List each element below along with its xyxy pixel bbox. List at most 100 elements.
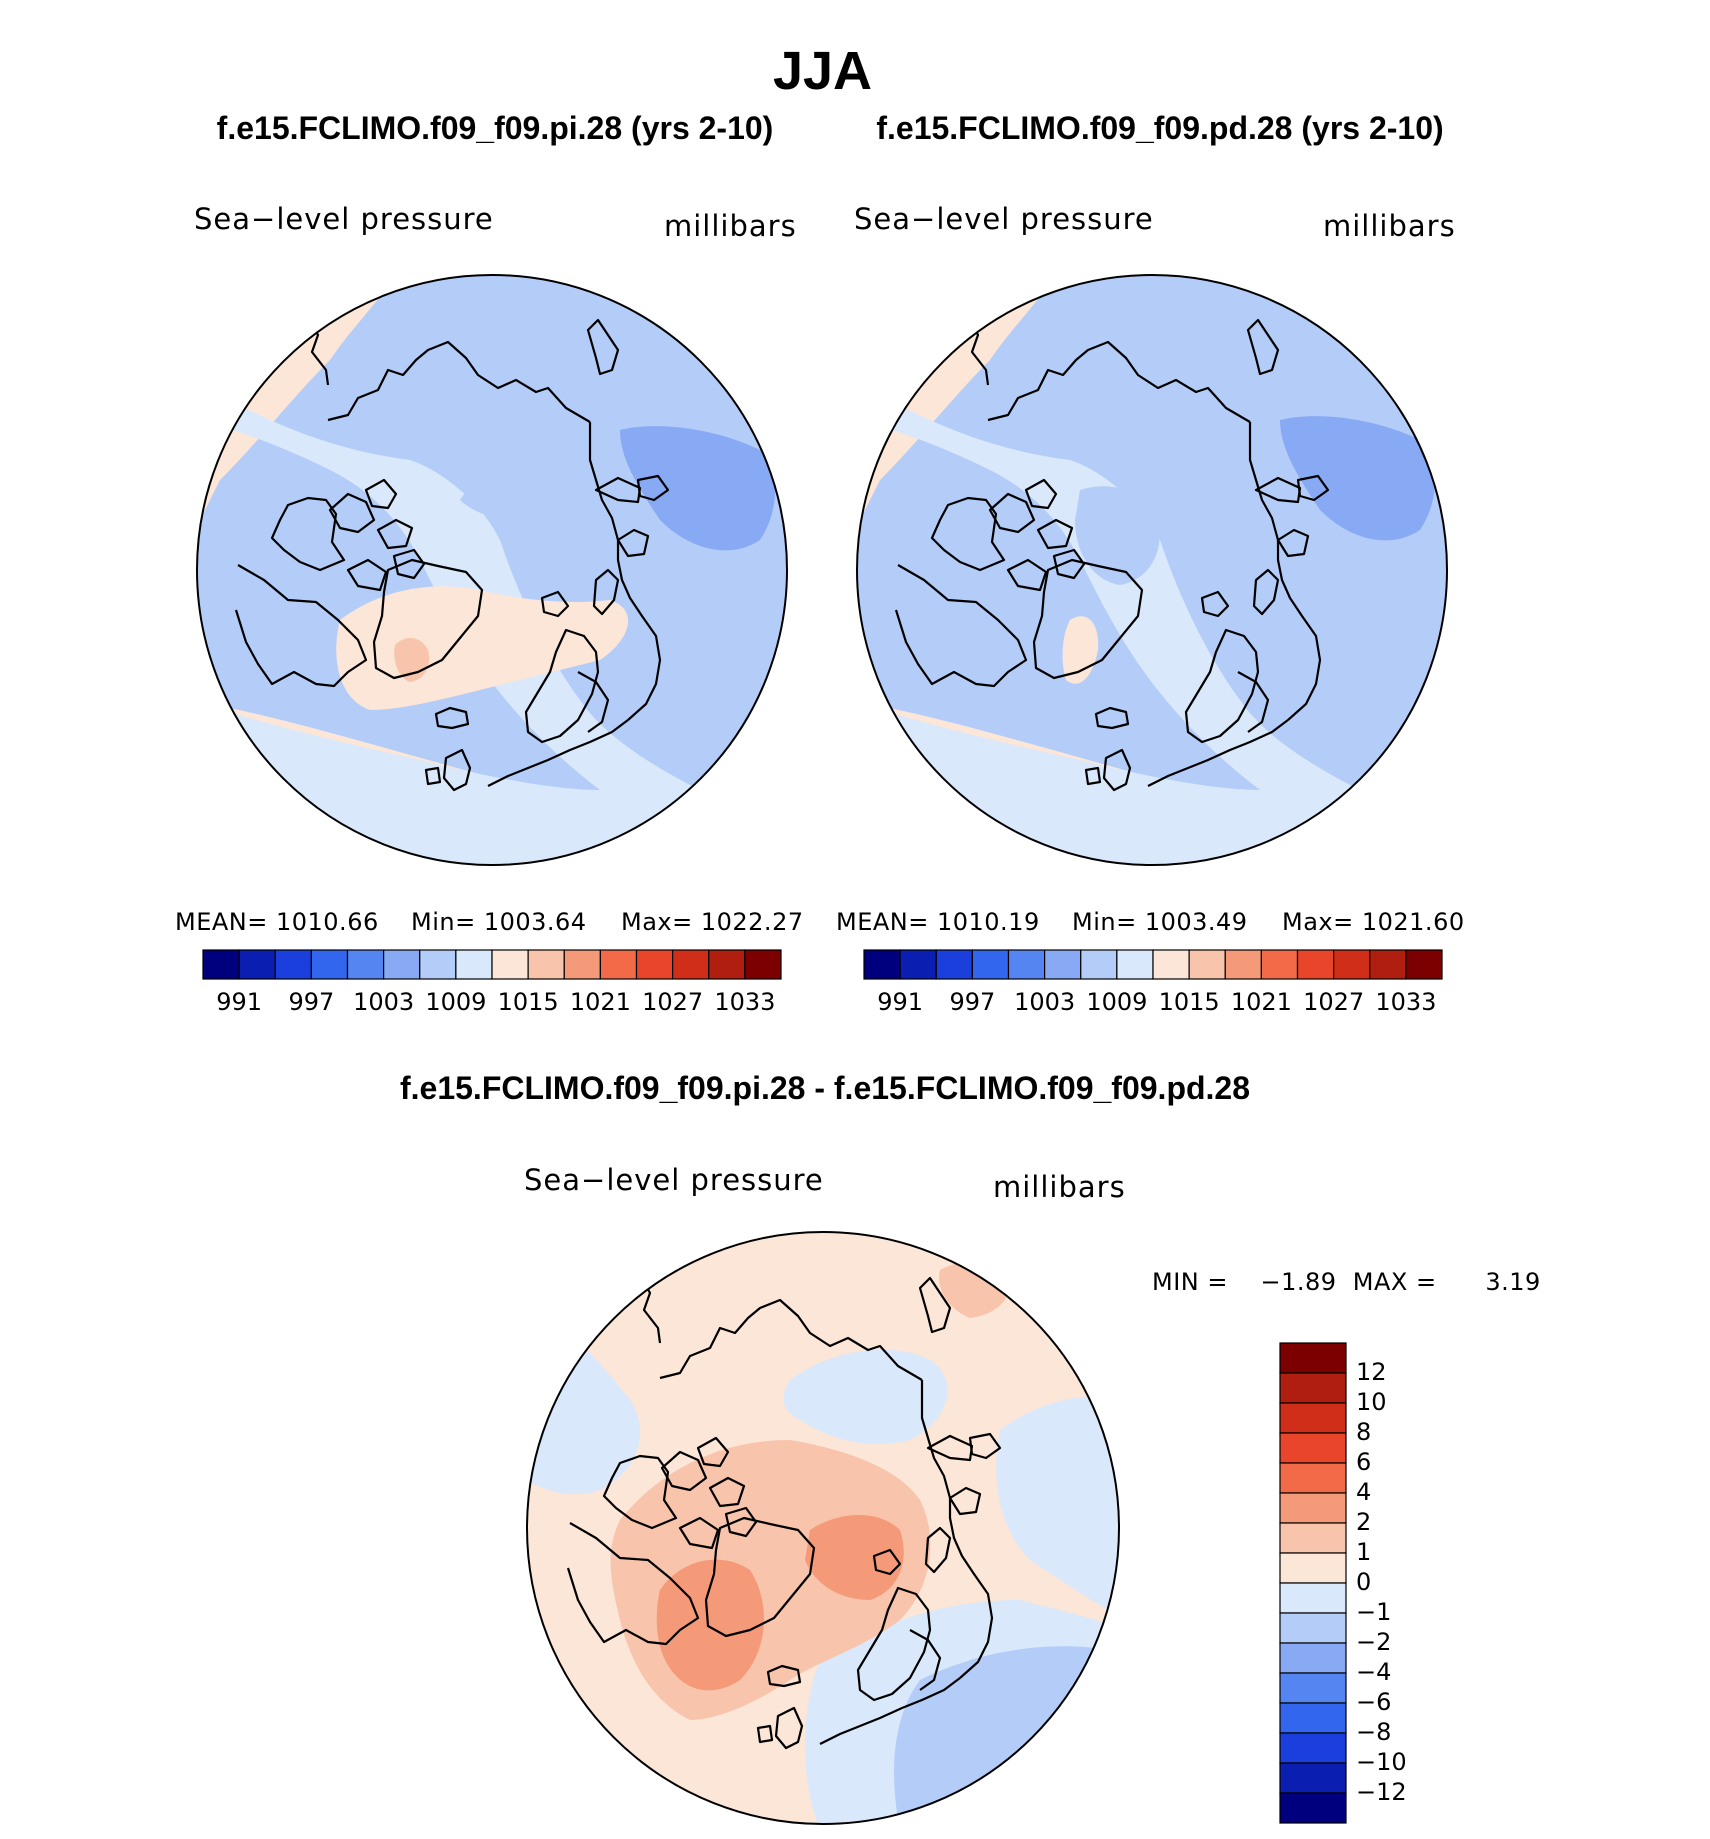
panel-1-colorbar-tick-label: 1021 — [569, 988, 631, 1016]
difference-colorbar — [1279, 1342, 1347, 1824]
colorbar-box — [744, 949, 782, 980]
colorbar-box — [1260, 949, 1299, 980]
colorbar-box — [1279, 1402, 1347, 1434]
colorbar-box — [1116, 949, 1154, 980]
difference-minmax: MIN = −1.89 MAX = 3.19 — [1152, 1268, 1541, 1296]
panel-1-mean: MEAN= 1010.66 — [175, 908, 379, 936]
colorbar-box — [935, 949, 973, 980]
panel-2-map-border — [856, 274, 1448, 866]
panel-2-colorbar — [863, 949, 1443, 980]
colorbar-box — [238, 949, 276, 980]
colorbar-box — [971, 949, 1010, 980]
colorbar-box — [1279, 1762, 1347, 1794]
panel-2-title: f.e15.FCLIMO.f09_f09.pd.28 (yrs 2-10) — [876, 110, 1444, 146]
panel-2-variable-label: Sea−level pressure — [854, 202, 1154, 236]
colorbar-box — [1224, 949, 1262, 980]
colorbar-box — [310, 949, 349, 980]
difference-colorbar-tick-label: 4 — [1356, 1478, 1372, 1506]
panel-2-colorbar-tick-label: 997 — [949, 988, 996, 1016]
colorbar-box — [1279, 1492, 1347, 1524]
panel-1-colorbar-tick-label: 1009 — [425, 988, 487, 1016]
colorbar-box — [1279, 1582, 1347, 1614]
colorbar-box — [1007, 949, 1046, 980]
panel-1-colorbar-tick-label: 1015 — [497, 988, 559, 1016]
panel-2-colorbar-tick-label: 1009 — [1086, 988, 1148, 1016]
colorbar-box — [863, 949, 901, 980]
colorbar-box — [563, 949, 601, 980]
colorbar-box — [346, 949, 385, 980]
difference-colorbar-tick-label: −4 — [1356, 1658, 1392, 1686]
colorbar-box — [1044, 949, 1082, 980]
panel-1-map-border — [196, 274, 788, 866]
panel-1-map — [197, 275, 787, 865]
colorbar-box — [1279, 1612, 1347, 1644]
difference-colorbar-tick-label: −10 — [1356, 1748, 1407, 1776]
difference-colorbar-tick-label: −1 — [1356, 1598, 1392, 1626]
panel-2-colorbar-tick-label: 1033 — [1375, 988, 1437, 1016]
difference-colorbar-tick-label: −8 — [1356, 1718, 1392, 1746]
panel-1-colorbar-tick-label: 1033 — [714, 988, 776, 1016]
colorbar-box — [1296, 949, 1335, 980]
difference-colorbar-tick-label: −6 — [1356, 1688, 1392, 1716]
difference-variable-label: Sea−level pressure — [524, 1163, 824, 1197]
difference-colorbar-tick-label: 12 — [1356, 1358, 1387, 1386]
panel-2-units-label: millibars — [1323, 209, 1456, 243]
colorbar-box — [1279, 1342, 1347, 1374]
panel-2-mean: MEAN= 1010.19 — [836, 908, 1040, 936]
difference-colorbar-tick-label: 6 — [1356, 1448, 1372, 1476]
difference-colorbar-tick-label: 8 — [1356, 1418, 1372, 1446]
panel-2-colorbar-tick-label: 1021 — [1230, 988, 1292, 1016]
colorbar-box — [899, 949, 937, 980]
colorbar-box — [1279, 1462, 1347, 1494]
panel-2-min: Min= 1003.49 — [1072, 908, 1248, 936]
colorbar-box — [708, 949, 746, 980]
panel-1-max: Max= 1022.27 — [621, 908, 804, 936]
colorbar-box — [1405, 949, 1443, 980]
panel-1-units-label: millibars — [664, 209, 797, 243]
panel-1-colorbar-tick-label: 1027 — [642, 988, 704, 1016]
panel-1-colorbar-tick-label: 1003 — [353, 988, 415, 1016]
panel-1-colorbar-tick-label: 997 — [288, 988, 335, 1016]
colorbar-box — [1279, 1432, 1347, 1464]
colorbar-box — [202, 949, 240, 980]
panel-1-colorbar-tick-label: 991 — [216, 988, 263, 1016]
difference-colorbar-tick-label: 0 — [1356, 1568, 1372, 1596]
colorbar-box — [1369, 949, 1407, 980]
difference-map — [527, 1232, 1119, 1824]
colorbar-box — [274, 949, 312, 980]
colorbar-box — [455, 949, 493, 980]
difference-map-border — [526, 1231, 1120, 1825]
colorbar-box — [1188, 949, 1226, 980]
panel-1-title: f.e15.FCLIMO.f09_f09.pi.28 (yrs 2-10) — [216, 110, 774, 146]
colorbar-box — [1279, 1552, 1347, 1584]
colorbar-box — [599, 949, 638, 980]
colorbar-box — [1279, 1372, 1347, 1404]
colorbar-box — [1080, 949, 1118, 980]
difference-units-label: millibars — [993, 1170, 1126, 1204]
colorbar-box — [1279, 1792, 1347, 1824]
panel-2-colorbar-tick-label: 991 — [877, 988, 924, 1016]
panel-2-colorbar-tick-label: 1015 — [1158, 988, 1220, 1016]
colorbar-box — [419, 949, 457, 980]
difference-title: f.e15.FCLIMO.f09_f09.pi.28 - f.e15.FCLIM… — [399, 1070, 1251, 1106]
colorbar-box — [1152, 949, 1190, 980]
panel-2-map — [857, 275, 1447, 865]
panel-1-colorbar — [202, 949, 782, 980]
colorbar-box — [1333, 949, 1371, 980]
difference-colorbar-tick-label: −2 — [1356, 1628, 1392, 1656]
panel-1-min: Min= 1003.64 — [411, 908, 587, 936]
colorbar-box — [491, 949, 529, 980]
difference-colorbar-tick-label: 2 — [1356, 1508, 1372, 1536]
colorbar-box — [527, 949, 565, 980]
colorbar-box — [1279, 1732, 1347, 1764]
difference-colorbar-tick-label: 1 — [1356, 1538, 1372, 1566]
panel-1-variable-label: Sea−level pressure — [194, 202, 494, 236]
panel-2-colorbar-tick-label: 1027 — [1303, 988, 1365, 1016]
colorbar-box — [383, 949, 421, 980]
colorbar-box — [1279, 1672, 1347, 1704]
colorbar-box — [1279, 1522, 1347, 1554]
panel-2-colorbar-tick-label: 1003 — [1014, 988, 1076, 1016]
colorbar-box — [635, 949, 674, 980]
colorbar-box — [672, 949, 710, 980]
